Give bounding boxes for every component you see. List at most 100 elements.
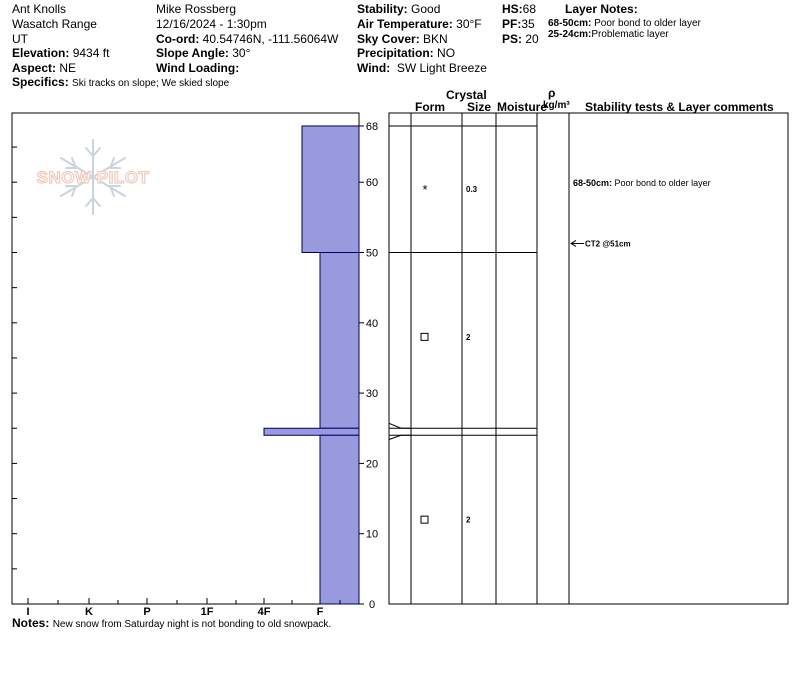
layer-note-1: 68-50cm: Poor bond to older layer <box>548 18 701 30</box>
crystal-size-value: 2 <box>466 333 471 342</box>
form-header: Form <box>415 100 445 114</box>
layer-connector <box>388 422 411 429</box>
sky-label: Sky Cover: <box>357 32 420 46</box>
depth-label: 60 <box>366 177 378 189</box>
elevation: Elevation: 9434 ft <box>12 46 109 60</box>
hardness-label: P <box>143 606 150 618</box>
layer-note-2-text: Problematic layer <box>591 29 669 40</box>
hardness-label: F <box>317 606 324 618</box>
ps-label: PS: <box>502 32 523 46</box>
stability: Stability: Good <box>357 2 440 16</box>
air-temperature: Air Temperature: 30°F <box>357 17 482 31</box>
specifics: Specifics: Ski tracks on slope; We skied… <box>12 75 229 90</box>
aspect-label: Aspect: <box>12 61 57 75</box>
wind-loading: Wind Loading: <box>156 61 239 75</box>
aspect-value: NE <box>59 61 77 75</box>
layer-note-1-range: 68-50cm: <box>548 18 592 29</box>
wind-label: Wind: <box>357 61 391 75</box>
location-name: Ant Knolls <box>12 2 67 16</box>
size-header: Size <box>467 100 492 114</box>
notes: Notes: New snow from Saturday night is n… <box>12 616 331 631</box>
crystal-header: Crystal <box>446 88 487 102</box>
arrow-head-icon <box>570 240 577 247</box>
elevation-value: 9434 ft <box>72 46 110 60</box>
elevation-label: Elevation: <box>12 46 70 60</box>
observer-name: Mike Rossberg <box>156 2 237 16</box>
depth-label: 10 <box>366 529 378 541</box>
wind: Wind: SW Light Breeze <box>357 61 487 75</box>
slope-label: Slope Angle: <box>156 46 229 60</box>
hardness-axis: I K P 1F 4F F <box>26 598 341 618</box>
crystal-form-square-icon <box>420 332 429 341</box>
pf: PF:35 <box>502 17 535 31</box>
snowpilot-logo: SNOW PILOT <box>36 139 150 215</box>
layer-notes-title: Layer Notes: <box>565 2 638 16</box>
range-name: Wasatch Range <box>12 17 97 31</box>
hardness-layer-1 <box>301 125 360 253</box>
state-name: UT <box>12 32 28 46</box>
precip-label: Precipitation: <box>357 46 434 60</box>
layer-note-2-range: 25-24cm: <box>548 29 592 40</box>
air-temp-label: Air Temperature: <box>357 17 453 31</box>
depth-label: 0 <box>369 599 375 611</box>
hardness-label: 4F <box>258 606 271 618</box>
layer-note-2: 25-24cm:Problematic layer <box>548 29 669 41</box>
layer-comments: 68-50cm: Poor bond to older layer CT2 @51… <box>570 178 711 248</box>
hardness-layer-3 <box>263 427 360 436</box>
layer-note-1-text: Poor bond to older layer <box>591 18 701 29</box>
crystal-size-value: 2 <box>466 516 471 525</box>
wind-value: SW Light Breeze <box>396 61 487 75</box>
hardness-label: K <box>85 606 93 618</box>
depth-label: 68 <box>366 121 378 133</box>
snowflake-icon <box>60 139 126 215</box>
stability-value: Good <box>411 2 441 16</box>
ps-value: 20 <box>525 32 539 46</box>
crystal-size-value: 0.3 <box>466 185 478 194</box>
layer-comment-range: 68-50cm: <box>573 178 612 188</box>
slope-value: 30° <box>232 46 251 60</box>
hs-label: HS: <box>502 2 523 16</box>
layer-table-frame <box>388 112 789 605</box>
stability-label: Stability: <box>357 2 408 16</box>
hardness-layers <box>263 125 360 605</box>
density-unit-header: kg/m³ <box>543 100 570 111</box>
coordinates: Co-ord: 40.54746N, -111.56064W <box>156 32 338 46</box>
depth-label: 30 <box>366 388 378 400</box>
notes-label: Notes: <box>12 616 50 630</box>
layer-connector <box>388 434 411 440</box>
hardness-layer-4 <box>319 434 360 605</box>
coord-label: Co-ord: <box>156 32 200 46</box>
depth-axis: 0 10 20 30 40 50 60 68 <box>359 121 378 611</box>
sky-value: BKN <box>423 32 448 46</box>
specifics-label: Specifics: <box>12 75 69 89</box>
hardness-label: I <box>26 606 29 618</box>
depth-label: 40 <box>366 318 378 330</box>
table-layer-rows: * 0.3 2 2 <box>388 125 537 525</box>
observation-datetime: 12/16/2024 - 1:30pm <box>156 17 267 31</box>
coord-value: 40.54746N, -111.56064W <box>202 32 339 46</box>
hardness-label: 1F <box>201 606 214 618</box>
hs-value: 68 <box>522 2 537 16</box>
aspect: Aspect: NE <box>12 61 76 75</box>
wind-loading-label: Wind Loading: <box>156 61 240 75</box>
slope-angle: Slope Angle: 30° <box>156 46 250 60</box>
hardness-layer-2 <box>319 252 360 429</box>
precip-value: NO <box>437 46 456 60</box>
moisture-header: Moisture <box>497 100 548 114</box>
crystal-form-symbol: * <box>422 182 427 197</box>
logo-text: SNOW PILOT <box>37 168 150 187</box>
air-temp-value: 30°F <box>456 17 482 31</box>
layer-comment-text: Poor bond to older layer <box>612 178 711 188</box>
precipitation: Precipitation: NO <box>357 46 455 60</box>
stability-test-label: CT2 @51cm <box>585 239 631 248</box>
rho-header: ρ <box>548 86 556 100</box>
left-tick-marks <box>12 146 17 605</box>
specifics-value: Ski tracks on slope; We skied slope <box>72 78 230 89</box>
ps: PS: 20 <box>502 32 539 46</box>
pf-value: 35 <box>521 17 535 31</box>
sky-cover: Sky Cover: BKN <box>357 32 448 46</box>
layer-comment: 68-50cm: Poor bond to older layer <box>573 178 711 188</box>
crystal-form-square-icon <box>420 515 429 524</box>
depth-label: 50 <box>366 248 378 260</box>
